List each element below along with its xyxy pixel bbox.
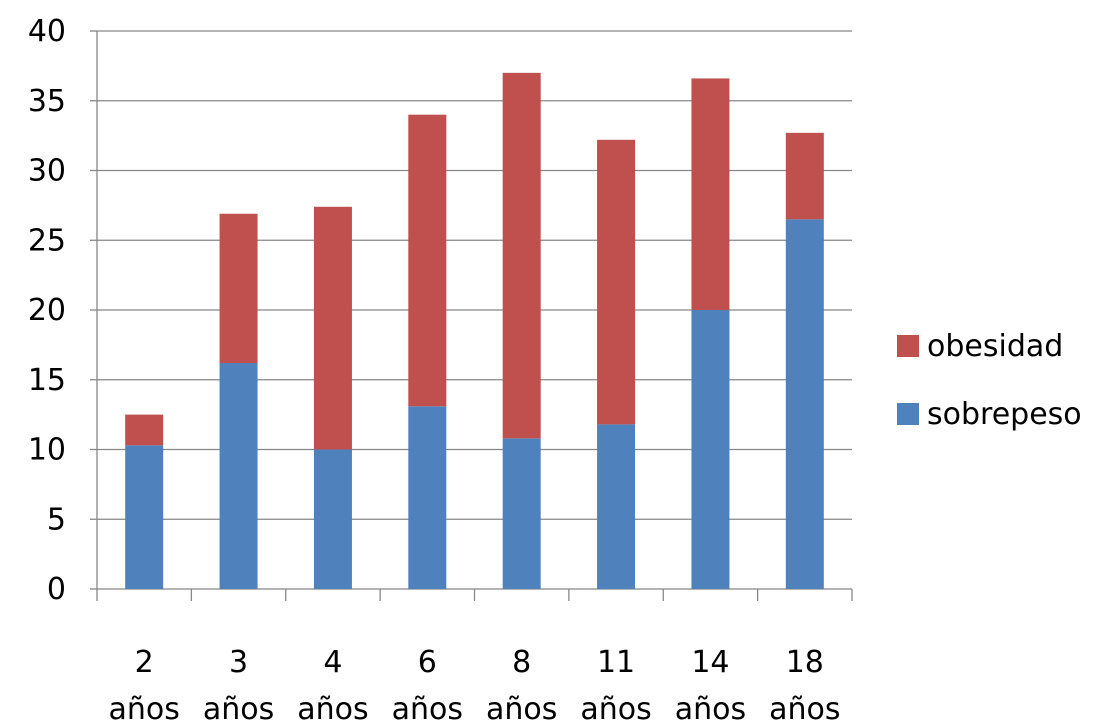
y-tick-label: 0 <box>47 572 66 607</box>
y-tick-label: 5 <box>47 502 66 537</box>
bar-sobrepeso-14 <box>691 310 730 589</box>
y-tick-label: 15 <box>28 363 66 398</box>
x-tick-label-number: 8 <box>512 645 531 680</box>
x-tick-label-unit: años <box>580 692 651 727</box>
axes <box>90 30 853 601</box>
x-tick-label-number: 3 <box>229 645 248 680</box>
x-tick-label-unit: años <box>486 692 557 727</box>
legend-swatch-obesidad <box>897 335 919 357</box>
x-tick-label-number: 14 <box>691 645 729 680</box>
bar-obesidad-3 <box>219 213 258 364</box>
x-tick-label-number: 2 <box>135 645 154 680</box>
y-tick-label: 40 <box>28 14 66 49</box>
bars <box>125 72 824 589</box>
bar-obesidad-6 <box>408 114 447 407</box>
gridlines <box>97 30 852 520</box>
y-tick-label: 20 <box>28 293 66 328</box>
x-tick-label-number: 18 <box>786 645 824 680</box>
bar-sobrepeso-18 <box>785 219 824 589</box>
x-tick-label-unit: años <box>108 692 179 727</box>
bar-obesidad-2 <box>125 414 164 446</box>
y-tick-label: 25 <box>28 223 66 258</box>
bar-sobrepeso-8 <box>502 438 541 589</box>
bar-sobrepeso-2 <box>125 445 164 589</box>
legend-label-obesidad: obesidad <box>927 329 1063 364</box>
bar-obesidad-14 <box>691 78 730 311</box>
y-tick-label: 10 <box>28 433 66 468</box>
bar-sobrepeso-11 <box>597 424 636 589</box>
y-tick-label: 35 <box>28 84 66 119</box>
x-tick-label-number: 11 <box>597 645 635 680</box>
bar-obesidad-4 <box>313 206 352 450</box>
bar-sobrepeso-4 <box>313 449 352 589</box>
bar-sobrepeso-3 <box>219 363 258 589</box>
bar-sobrepeso-6 <box>408 406 447 589</box>
y-tick-label: 30 <box>28 154 66 189</box>
legend-label-sobrepeso: sobrepeso <box>927 397 1082 432</box>
x-tick-label-unit: años <box>203 692 274 727</box>
y-tick-labels: 0 5 10 15 20 25 30 35 40 <box>28 14 66 607</box>
bar-obesidad-18 <box>785 132 824 220</box>
x-tick-labels: 2 años 3 años 4 años 6 años 8 años 11 años 14 años 18 a… <box>108 645 840 727</box>
x-tick-label-unit: años <box>769 692 840 727</box>
x-tick-label-unit: años <box>392 692 463 727</box>
x-tick-label-unit: años <box>297 692 368 727</box>
x-tick-label-number: 4 <box>323 645 342 680</box>
x-tick-label-unit: años <box>675 692 746 727</box>
legend-swatch-sobrepeso <box>897 403 919 425</box>
bar-obesidad-11 <box>597 139 636 425</box>
x-tick-label-number: 6 <box>418 645 437 680</box>
bar-obesidad-8 <box>502 72 541 439</box>
legend: obesidad sobrepeso <box>897 329 1082 432</box>
